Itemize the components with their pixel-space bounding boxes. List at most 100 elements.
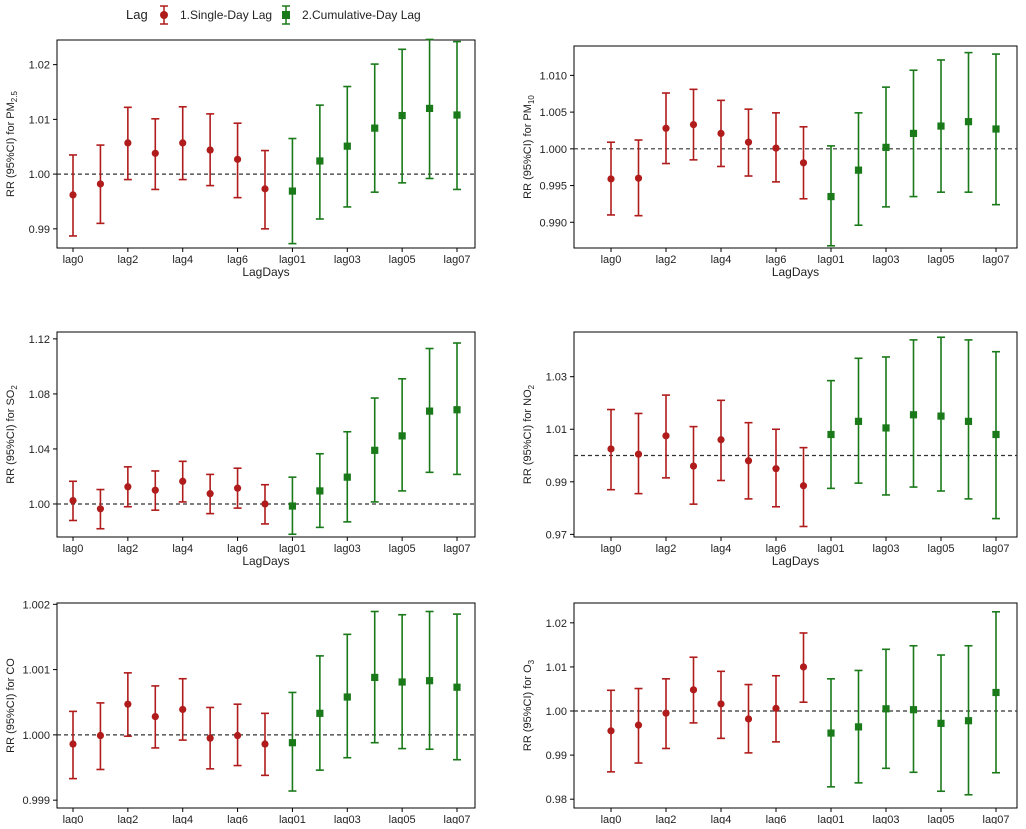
y-axis-label-subscript: 2.5 [10,91,19,103]
x-tick-label: lag01 [818,254,845,266]
x-tick-label: lag0 [63,543,84,555]
x-tick-label: lag0 [601,254,622,266]
estimate-marker [909,706,918,714]
single-day-point [69,154,77,237]
y-tick-label: 1.01 [546,424,567,436]
single-day-point [233,467,242,509]
x-tick-label: lag07 [444,254,471,266]
single-day-point [96,488,105,530]
legend-item-cumulative-day: 2.Cumulative-Day Lag [282,5,421,25]
estimate-marker [316,487,324,495]
single-day-point [799,632,808,703]
estimate-marker [343,142,351,150]
y-tick-label: 1.08 [29,389,50,401]
legend-cumulative-label: 2.Cumulative-Day Lag [302,8,421,22]
estimate-marker [206,734,214,742]
panel-6: 0.98 0.99 1.00 1.01 1.02 lag0 lag2 lag4 lag6 lag0… [522,602,1018,829]
single-day-point [123,106,132,181]
single-day-point [662,678,670,750]
cumulative-day-point [425,610,434,751]
y-tick-label: 1.02 [29,60,50,72]
single-day-point [178,460,187,503]
single-day-point [717,670,725,740]
y-tick-label: 1.04 [29,444,50,456]
estimate-marker [689,686,698,694]
estimate-marker [233,155,242,163]
x-tick-label: lag6 [766,814,787,824]
cumulative-day-point [288,476,297,536]
estimate-marker [964,118,973,126]
single-day-point [607,141,615,216]
estimate-marker [854,417,863,425]
estimate-marker [717,436,725,444]
cumulative-day-point [343,85,352,208]
single-day-point [744,108,753,177]
x-tick-label: lag07 [983,543,1010,555]
x-tick-label: lag07 [983,814,1010,824]
x-axis-label: LagDays [772,554,819,568]
y-tick-label: 1.000 [22,730,50,742]
cumulative-day-point [882,356,890,496]
cumulative-day-point [827,145,835,247]
estimate-marker [96,180,105,188]
estimate-marker [124,483,132,491]
single-day-point [261,149,269,230]
single-day-point [717,99,725,168]
estimate-marker [937,122,945,130]
panel-1: 0.99 1.00 1.01 1.02 lag0 lag2 lag4 lag6 lag01 lag… [5,38,476,279]
estimate-marker [151,149,159,157]
y-tick-label: 0.990 [539,217,567,229]
cumulative-day-point [398,377,407,492]
panel-3: 1.00 1.04 1.08 1.12 lag0 lag2 lag4 lag6 lag01 lag… [5,331,476,568]
estimate-marker [799,159,808,167]
x-tick-label: lag07 [983,254,1010,266]
single-day-point [662,394,670,479]
estimate-marker [744,138,753,146]
legend-cumulative-marker [282,11,290,19]
y-tick-label: 0.97 [546,529,567,541]
y-axis-label: RR (95%CI) for PM10 [522,95,536,199]
y-axis-label: RR (95%CI) for NO2 [522,384,536,484]
x-tick-label: lag05 [928,814,955,824]
single-day-point [689,425,698,505]
x-axis-label: LagDays [772,265,819,279]
x-tick-label: lag01 [818,543,845,555]
x-tick-label: lag4 [172,254,193,266]
estimate-marker [179,139,187,147]
estimate-marker [69,191,77,199]
cumulative-day-point [992,350,1000,520]
estimate-marker [453,111,461,119]
cumulative-day-point [453,40,461,191]
panels: 0.99 1.00 1.01 1.02 lag0 lag2 lag4 lag6 lag01 lag… [5,38,1018,829]
cumulative-day-point [854,357,863,484]
estimate-marker [261,740,269,748]
single-day-point [634,139,643,217]
cumulative-day-point [882,86,890,208]
cumulative-day-point [453,613,461,761]
cumulative-day-point [370,610,379,744]
estimate-marker [425,104,434,113]
y-tick-label: 0.99 [29,224,50,236]
single-day-point [689,88,698,161]
y-tick-label: 1.010 [539,70,567,82]
cumulative-day-point [909,339,918,488]
y-tick-label: 1.03 [546,372,567,384]
single-day-point [607,689,615,773]
y-tick-label: 1.00 [29,169,50,181]
cumulative-day-point [425,347,434,474]
single-day-point [772,112,780,183]
estimate-marker [882,705,890,713]
cumulative-day-point [827,379,835,490]
estimate-marker [717,700,725,708]
estimate-marker [772,144,780,152]
x-tick-label: lag05 [928,543,955,555]
x-tick-label: lag0 [601,543,622,555]
estimate-marker [261,185,269,193]
y-tick-label: 1.02 [546,618,567,630]
single-day-point [151,685,160,749]
cumulative-day-point [315,452,324,529]
estimate-marker [288,739,297,747]
estimate-marker [69,740,77,748]
cumulative-day-point [425,38,434,180]
